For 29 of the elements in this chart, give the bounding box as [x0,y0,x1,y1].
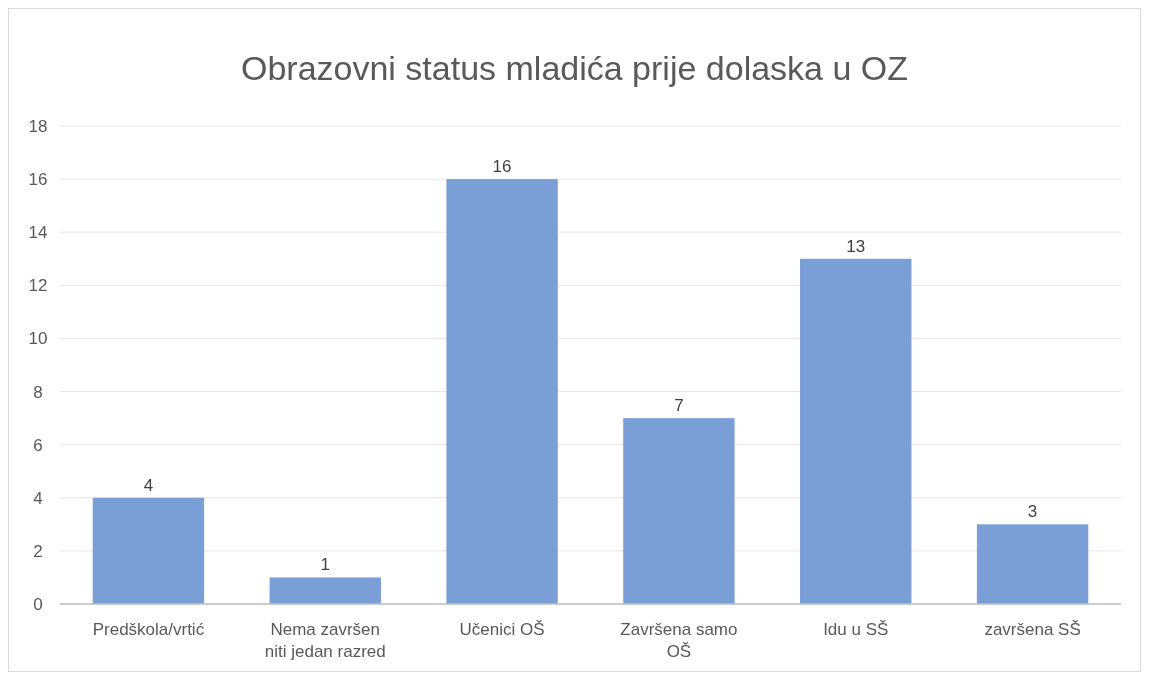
bar [976,524,1089,604]
y-tick-label: 4 [33,488,43,508]
chart-title: Obrazovni status mladića prije dolaska u OZ [240,49,909,87]
bar [623,418,735,604]
x-tick-label: Nema završen niti jedan razred [264,620,386,661]
y-tick-label: 18 [28,116,48,136]
bar [92,497,205,604]
data-label: 3 [1027,502,1038,522]
y-tick-label: 8 [33,382,43,402]
x-tick-label: Idu u SŠ [823,620,889,639]
data-label: 13 [846,236,866,256]
y-tick-label: 6 [33,435,43,455]
data-label: 1 [320,555,330,575]
x-tick-label: Završena samo OŠ [620,620,738,661]
y-tick-label: 2 [33,541,43,561]
y-tick-label: 14 [28,223,48,243]
bar [269,577,381,604]
x-tick-label: završena SŠ [984,620,1081,639]
y-tick-label: 10 [28,329,48,349]
y-tick-label: 12 [28,276,48,296]
y-tick-label: 0 [33,594,43,614]
bar [446,179,558,604]
data-label: 7 [674,396,684,416]
data-label: 16 [492,157,512,177]
x-tick-label: Učenici OŠ [459,620,545,639]
y-tick-label: 16 [28,170,48,190]
x-tick-label: Predškola/vrtić [92,620,205,639]
data-label: 4 [143,475,154,495]
bar [800,258,912,604]
